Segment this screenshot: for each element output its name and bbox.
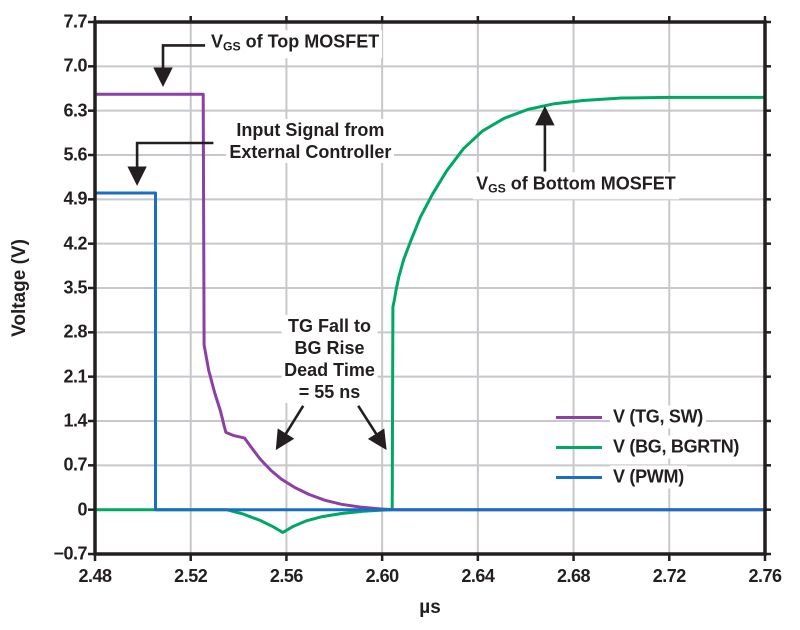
series-v-bg-bgrtn <box>95 95 765 534</box>
series-v-tg-sw <box>95 92 765 512</box>
series-v-pwm <box>95 191 765 512</box>
dead-time-arrow <box>275 405 305 451</box>
input-signal-arrow <box>127 141 214 186</box>
vgs-top-mosfet-arrow <box>153 44 206 88</box>
dead-time-arrow <box>357 405 387 451</box>
